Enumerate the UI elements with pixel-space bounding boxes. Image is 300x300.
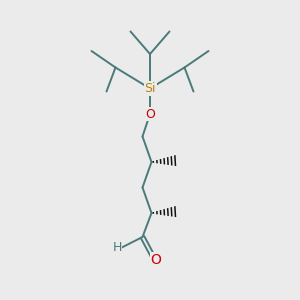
Text: O: O xyxy=(145,107,155,121)
Text: H: H xyxy=(112,241,122,254)
Text: Si: Si xyxy=(144,82,156,95)
Text: O: O xyxy=(151,253,161,267)
